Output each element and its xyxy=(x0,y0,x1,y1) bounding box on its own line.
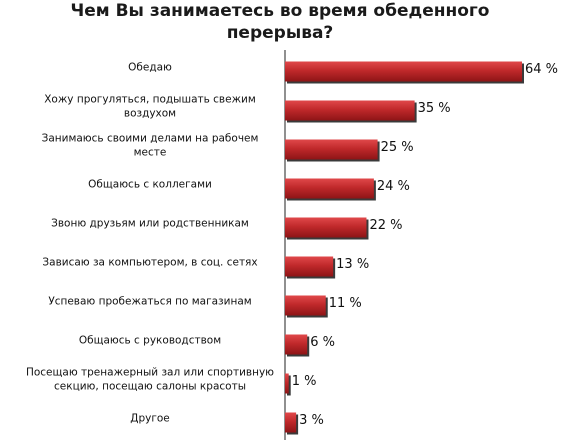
value-label: 13 % xyxy=(336,257,369,272)
bar-shadow xyxy=(287,375,291,396)
bar xyxy=(285,256,334,277)
bar xyxy=(285,373,289,394)
category-label: Посещаю тренажерный зал или спортивную се… xyxy=(26,367,274,393)
value-label: 25 % xyxy=(381,140,414,155)
category-label: Зависаю за компьютером, в соц. сетях xyxy=(42,257,257,269)
category-label-line: Зависаю за компьютером, в соц. сетях xyxy=(42,257,257,269)
category-label-line: Успеваю пробежаться по магазинам xyxy=(48,296,251,308)
value-label: 64 % xyxy=(525,62,558,77)
bar xyxy=(285,217,367,238)
value-label: 1 % xyxy=(292,374,317,389)
category-label-line: Хожу прогуляться, подышать свежим xyxy=(44,94,256,106)
value-label: 3 % xyxy=(299,413,324,428)
bar xyxy=(285,61,522,82)
category-label-line: Другое xyxy=(130,413,169,425)
value-label: 24 % xyxy=(377,179,410,194)
category-label: Общаюсь с коллегами xyxy=(88,179,212,191)
value-label: 35 % xyxy=(418,101,451,116)
category-label: Звоню друзьям или родственникам xyxy=(51,218,249,230)
bar xyxy=(285,295,326,316)
category-label: Общаюсь с руководством xyxy=(79,335,221,347)
category-label-line: Занимаюсь своими делами на рабочем xyxy=(42,133,259,145)
value-label: 11 % xyxy=(329,296,362,311)
category-label-line: Общаюсь с коллегами xyxy=(88,179,212,191)
category-label-line: секцию, посещаю салоны красоты xyxy=(54,381,246,393)
category-label-line: Звоню друзьям или родственникам xyxy=(51,218,249,230)
value-label: 22 % xyxy=(369,218,402,233)
category-label-line: воздухом xyxy=(124,108,176,120)
category-label: Другое xyxy=(130,413,169,425)
bar xyxy=(285,412,297,433)
bar xyxy=(285,178,374,199)
category-label-line: Обедаю xyxy=(128,62,172,74)
category-label: Занимаюсь своими делами на рабочем месте xyxy=(42,133,259,159)
bar xyxy=(285,100,415,121)
bar xyxy=(285,139,378,160)
category-label: Успеваю пробежаться по магазинам xyxy=(48,296,251,308)
value-label: 6 % xyxy=(310,335,335,350)
category-label-line: Посещаю тренажерный зал или спортивную xyxy=(26,367,274,379)
chart-title: Чем Вы занимаетесь во время обеденного п… xyxy=(70,1,490,43)
category-label-line: Общаюсь с руководством xyxy=(79,335,221,347)
category-label: Обедаю xyxy=(128,62,172,74)
category-label: Хожу прогуляться, подышать свежим воздухо… xyxy=(44,94,256,120)
bar xyxy=(285,334,308,355)
category-label-line: месте xyxy=(134,147,167,159)
